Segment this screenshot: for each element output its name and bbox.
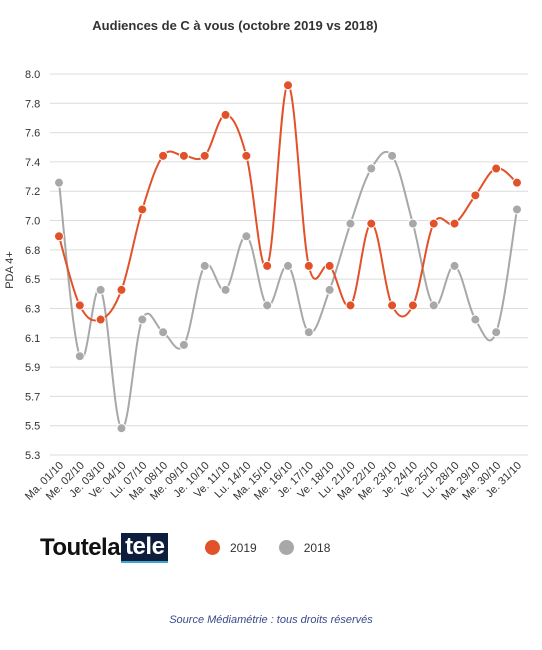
data-point-2019 bbox=[74, 300, 85, 311]
y-tick-label: 6.3 bbox=[25, 303, 40, 315]
data-point-2018 bbox=[116, 423, 127, 434]
data-point-2019 bbox=[470, 190, 481, 201]
y-tick-label: 7.0 bbox=[25, 216, 40, 228]
data-point-2018 bbox=[512, 204, 522, 215]
data-point-2019 bbox=[366, 218, 377, 229]
legend-item-2019: 2019 bbox=[205, 540, 257, 555]
y-tick-label: 7.8 bbox=[25, 98, 40, 110]
series-line-2019 bbox=[58, 84, 518, 322]
data-point-2019 bbox=[137, 204, 148, 215]
data-point-2019 bbox=[220, 109, 231, 120]
data-point-2018 bbox=[428, 300, 439, 311]
y-tick-label: 5.5 bbox=[25, 421, 40, 433]
data-point-2019 bbox=[199, 150, 210, 161]
legend-label-2018: 2018 bbox=[303, 540, 331, 555]
data-point-2019 bbox=[283, 80, 293, 91]
data-point-2018 bbox=[324, 284, 335, 295]
data-point-2018 bbox=[241, 231, 252, 242]
data-point-2019 bbox=[387, 300, 398, 311]
data-point-2019 bbox=[178, 150, 189, 161]
y-tick-label: 6.8 bbox=[25, 245, 40, 257]
data-point-2018 bbox=[387, 150, 398, 161]
data-point-2019 bbox=[345, 300, 356, 311]
data-point-2018 bbox=[366, 163, 377, 174]
data-point-2018 bbox=[74, 351, 85, 362]
legend-marker-2018 bbox=[278, 540, 294, 555]
data-point-2019 bbox=[428, 218, 439, 229]
data-point-2018 bbox=[54, 177, 64, 188]
logo-part-2: tele bbox=[121, 533, 169, 563]
y-tick-label: 7.2 bbox=[25, 186, 40, 198]
y-tick-label: 6.1 bbox=[25, 333, 40, 345]
legend-label-2019: 2019 bbox=[230, 540, 257, 555]
source-note: Source Médiamétrie : tous droits réservé… bbox=[169, 614, 373, 626]
data-point-2018 bbox=[345, 218, 356, 229]
toutelatele-logo: Toutela tele bbox=[40, 533, 169, 563]
data-point-2018 bbox=[178, 339, 189, 350]
legend-item-2018: 2018 bbox=[278, 540, 331, 555]
data-point-2018 bbox=[407, 218, 418, 229]
y-tick-label: 8.0 bbox=[25, 69, 40, 81]
y-tick-label: 5.3 bbox=[25, 450, 40, 462]
data-point-2018 bbox=[470, 314, 481, 325]
data-point-2019 bbox=[116, 284, 127, 295]
data-point-2019 bbox=[491, 163, 502, 174]
y-tick-label: 5.7 bbox=[25, 391, 40, 403]
y-tick-label: 5.9 bbox=[25, 362, 40, 374]
line-chart: 5.3 5.5 5.7 5.9 6.1 6.3 6.5 6.8 7.0 7.2 7.4 7.6 7.8 8… bbox=[4, 69, 528, 503]
data-point-2018 bbox=[95, 284, 106, 295]
data-point-2018 bbox=[262, 300, 273, 311]
y-tick-label: 6.5 bbox=[25, 274, 40, 286]
data-point-2019 bbox=[95, 314, 106, 325]
chart-title: Audiences de C à vous (octobre 2019 vs 2… bbox=[92, 18, 378, 33]
data-point-2019 bbox=[324, 260, 335, 271]
data-point-2018 bbox=[137, 314, 148, 325]
data-point-2019 bbox=[512, 177, 522, 188]
data-point-2019 bbox=[303, 260, 314, 271]
legend: 2019 2018 bbox=[205, 540, 352, 555]
y-tick-label: 7.4 bbox=[25, 157, 40, 169]
data-point-2018 bbox=[303, 327, 314, 338]
legend-marker-2019 bbox=[205, 540, 220, 555]
data-point-2019 bbox=[54, 231, 64, 242]
data-point-2019 bbox=[407, 300, 418, 311]
data-point-2018 bbox=[220, 284, 231, 295]
series-2019 bbox=[54, 80, 522, 325]
data-point-2019 bbox=[158, 150, 169, 161]
data-point-2018 bbox=[283, 260, 293, 271]
data-point-2019 bbox=[262, 260, 273, 271]
series-2018 bbox=[54, 150, 522, 434]
data-point-2018 bbox=[199, 260, 210, 271]
data-point-2018 bbox=[491, 327, 502, 338]
data-point-2018 bbox=[449, 260, 460, 271]
y-tick-label: 7.6 bbox=[25, 128, 40, 140]
logo-part-1: Toutela bbox=[40, 534, 121, 561]
data-point-2018 bbox=[158, 327, 169, 338]
data-point-2019 bbox=[241, 150, 252, 161]
data-point-2019 bbox=[449, 218, 460, 229]
y-axis-label: PDA 4+ bbox=[4, 251, 16, 289]
series-line-2018 bbox=[58, 150, 518, 430]
